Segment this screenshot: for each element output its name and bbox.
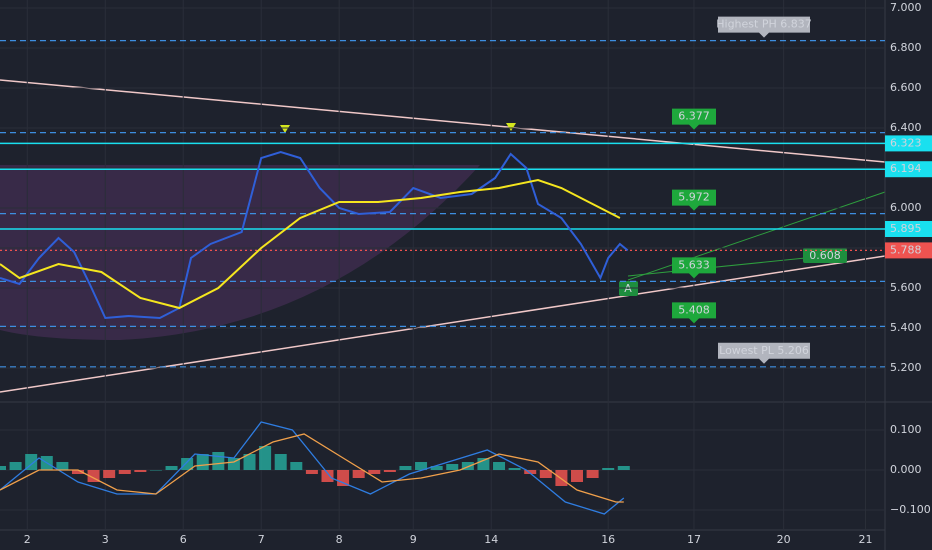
histogram-bar [259,446,272,470]
label-box [672,108,716,130]
y-tick-label: 5.200 [890,361,922,374]
histogram-bar [56,462,69,470]
annotation: 0.608 [809,249,841,262]
histogram-bar [165,466,178,470]
x-tick-label: 7 [258,533,265,546]
trend-line [0,79,886,163]
histogram-bar [149,470,162,471]
histogram-bar [71,470,84,474]
histogram-bar [9,462,22,470]
y-tick-label: 6.000 [890,201,922,214]
histogram-bar [617,466,630,470]
y-tick-label: 0.000 [890,463,922,476]
y-tick-label: 5.400 [890,321,922,334]
histogram-bar [383,470,396,472]
histogram-bar [243,454,256,470]
y-tick-label: 0.100 [890,423,922,436]
histogram-bar [446,464,459,470]
price-tag-label: 6.323 [890,136,922,149]
histogram-bar [508,468,521,470]
histogram-bar [602,468,615,470]
shaded-region [0,165,480,340]
label-box [672,302,716,324]
x-tick-label: 20 [777,533,791,546]
level-label: 5.633 [678,258,710,271]
level-note: Lowest PL 5.206 [719,344,809,357]
level-label: 6.377 [678,110,710,123]
y-tick-label: −0.100 [890,503,931,516]
price-tag-label: 5.788 [890,243,922,256]
label-box [672,189,716,211]
histogram-bar [352,470,365,478]
x-tick-label: 2 [24,533,31,546]
x-tick-label: 6 [180,533,187,546]
histogram-bar [430,466,443,470]
projection-line [627,191,886,281]
histogram-bar [0,466,6,470]
histogram-bar [493,462,506,470]
price-tag [885,221,932,237]
histogram-bar [321,470,334,482]
price-tag-label: 5.895 [890,222,922,235]
histogram-bar [415,462,428,470]
note-box [718,342,810,364]
x-tick-label: 21 [859,533,873,546]
y-tick-label: 7.000 [890,1,922,14]
x-tick-label: 9 [410,533,417,546]
histogram-bar [337,470,350,486]
series-line [0,433,624,503]
x-tick-label: 16 [601,533,615,546]
trend-line [0,255,886,393]
x-tick-label: 14 [484,533,498,546]
histogram-bar [368,470,381,474]
level-note: Highest PH 6.837 [716,18,811,31]
price-tag [885,135,932,152]
y-tick-label: 6.600 [890,81,922,94]
price-tag [885,242,932,259]
series-line [0,178,621,310]
x-tick-label: 3 [102,533,109,546]
x-tick-label: 17 [687,533,701,546]
histogram-bar [461,462,474,470]
histogram-bar [118,470,131,474]
histogram-bar [290,462,303,470]
histogram-bar [305,470,318,474]
series-line [0,150,629,320]
histogram-bar [103,470,116,478]
level-label: 5.972 [678,191,710,204]
marker [506,123,516,131]
histogram-bar [274,454,287,470]
y-tick-label: 6.800 [890,41,922,54]
series-line [0,421,625,515]
histogram-bar [212,452,225,470]
histogram-bar [555,470,568,486]
histogram-bar [181,458,194,470]
histogram-bar [134,470,147,472]
price-tag [885,161,932,178]
marker [280,125,290,133]
note-box [718,16,810,38]
histogram-bar [25,454,38,470]
level-label: 5.408 [678,303,710,316]
histogram-bar [524,470,537,474]
x-tick-label: 8 [336,533,343,546]
price-tag-label: 6.194 [890,162,922,175]
histogram-bar [586,470,599,478]
y-tick-label: 5.600 [890,281,922,294]
histogram-bar [399,466,412,470]
histogram-bar [196,454,209,470]
annotation-box [803,248,847,263]
y-tick-label: 6.400 [890,121,922,134]
label-box [672,257,716,279]
histogram-bar [539,470,552,478]
histogram-bar [571,470,584,482]
